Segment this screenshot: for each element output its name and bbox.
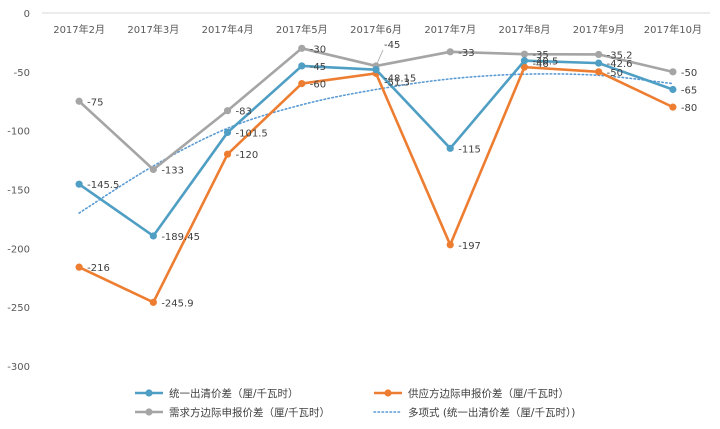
data-label-demand-8: -50	[681, 68, 697, 79]
x-tick-label-7: 2017年9月	[573, 23, 625, 36]
x-tick-label-5: 2017年7月	[424, 23, 476, 36]
legend-marker-supply	[384, 389, 392, 397]
data-label-clearing-6: -40.5	[532, 57, 558, 68]
point-demand-6	[520, 50, 529, 58]
point-supply-7	[595, 68, 603, 76]
data-label-demand-1: -133	[161, 165, 184, 176]
series-line-clearing	[78, 59, 674, 238]
data-label-demand-4: -45	[384, 40, 400, 51]
data-label-clearing-2: -101.5	[236, 128, 268, 139]
y-tick-label-4: -200	[7, 244, 30, 255]
data-label-demand-0: -75	[87, 97, 103, 108]
data-label-supply-1: -245.9	[161, 298, 193, 309]
data-label-clearing-7: -42.6	[607, 59, 633, 70]
y-tick-label-2: -100	[7, 127, 30, 138]
y-tick-label-0: 0	[24, 9, 30, 20]
data-label-supply-7: -50	[607, 68, 623, 79]
data-label-demand-3: -30	[310, 44, 326, 55]
point-demand-2	[223, 107, 232, 115]
point-clearing-5	[446, 144, 454, 152]
point-demand-3	[298, 44, 306, 52]
x-tick-label-8: 2017年10月	[644, 23, 702, 36]
point-supply-6	[520, 63, 529, 71]
legend-label-trend: 多项式 (统一出清价差（厘/千瓦时）)	[408, 406, 575, 419]
series-line-supply	[78, 65, 674, 304]
x-tick-label-4: 2017年6月	[350, 23, 402, 36]
data-label-demand-6: -35	[532, 50, 548, 61]
data-label-supply-5: -197	[458, 241, 481, 252]
x-tick-label-3: 2017年5月	[276, 23, 328, 36]
data-label-supply-3: -60	[310, 80, 326, 91]
point-clearing-0	[75, 180, 83, 188]
point-supply-1	[149, 298, 157, 306]
data-label-clearing-0: -145.5	[87, 180, 119, 191]
point-clearing-6	[520, 57, 529, 65]
data-label-demand-2: -83	[236, 107, 252, 118]
point-demand-0	[75, 97, 83, 105]
legend-marker-clearing	[145, 389, 153, 397]
x-tick-label-1: 2017年3月	[127, 23, 179, 36]
point-clearing-1	[149, 232, 157, 240]
point-supply-3	[298, 80, 306, 88]
data-label-demand-7: -35.2	[607, 50, 633, 61]
legend-label-supply: 供应方边际申报价差（厘/千瓦时）	[408, 387, 569, 400]
point-supply-0	[75, 263, 83, 271]
x-tick-label-2: 2017年4月	[202, 23, 254, 36]
x-tick-label-6: 2017年8月	[499, 23, 551, 36]
x-tick-label-0: 2017年2月	[53, 23, 105, 36]
data-label-clearing-8: -65	[681, 85, 697, 96]
point-demand-5	[446, 48, 454, 56]
y-tick-label-3: -150	[7, 186, 30, 197]
data-label-supply-6: -46	[532, 59, 548, 70]
point-clearing-8	[669, 85, 677, 94]
data-label-clearing-4: -48.15	[384, 74, 416, 85]
legend-marker-demand	[145, 408, 153, 416]
point-clearing-4	[372, 66, 380, 74]
point-clearing-7	[595, 59, 603, 67]
point-demand-7	[595, 50, 603, 59]
data-label-clearing-5: -115	[458, 144, 481, 155]
data-label-clearing-1: -189.45	[161, 232, 200, 243]
point-clearing-2	[223, 128, 232, 137]
point-supply-8	[669, 103, 677, 111]
data-label-supply-8: -80	[681, 103, 697, 114]
legend-label-clearing: 统一出清价差（厘/千瓦时）	[169, 387, 299, 400]
y-tick-label-5: -250	[7, 303, 30, 314]
point-demand-1	[149, 165, 157, 174]
point-supply-5	[446, 241, 454, 249]
point-supply-2	[223, 150, 232, 158]
point-clearing-3	[298, 62, 306, 70]
data-label-supply-4: -51.3	[384, 77, 410, 88]
point-demand-8	[669, 68, 677, 76]
data-label-supply-2: -120	[236, 150, 259, 161]
y-tick-label-1: -50	[14, 68, 30, 79]
legend-label-demand: 需求方边际申报价差（厘/千瓦时）	[169, 406, 330, 419]
data-label-supply-0: -216	[87, 263, 110, 274]
data-label-demand-5: -33	[458, 48, 474, 59]
series-line-trend	[78, 73, 674, 214]
data-label-leader-demand-4	[375, 49, 384, 67]
data-label-clearing-3: -45	[310, 62, 326, 73]
y-tick-label-6: -300	[7, 362, 30, 373]
